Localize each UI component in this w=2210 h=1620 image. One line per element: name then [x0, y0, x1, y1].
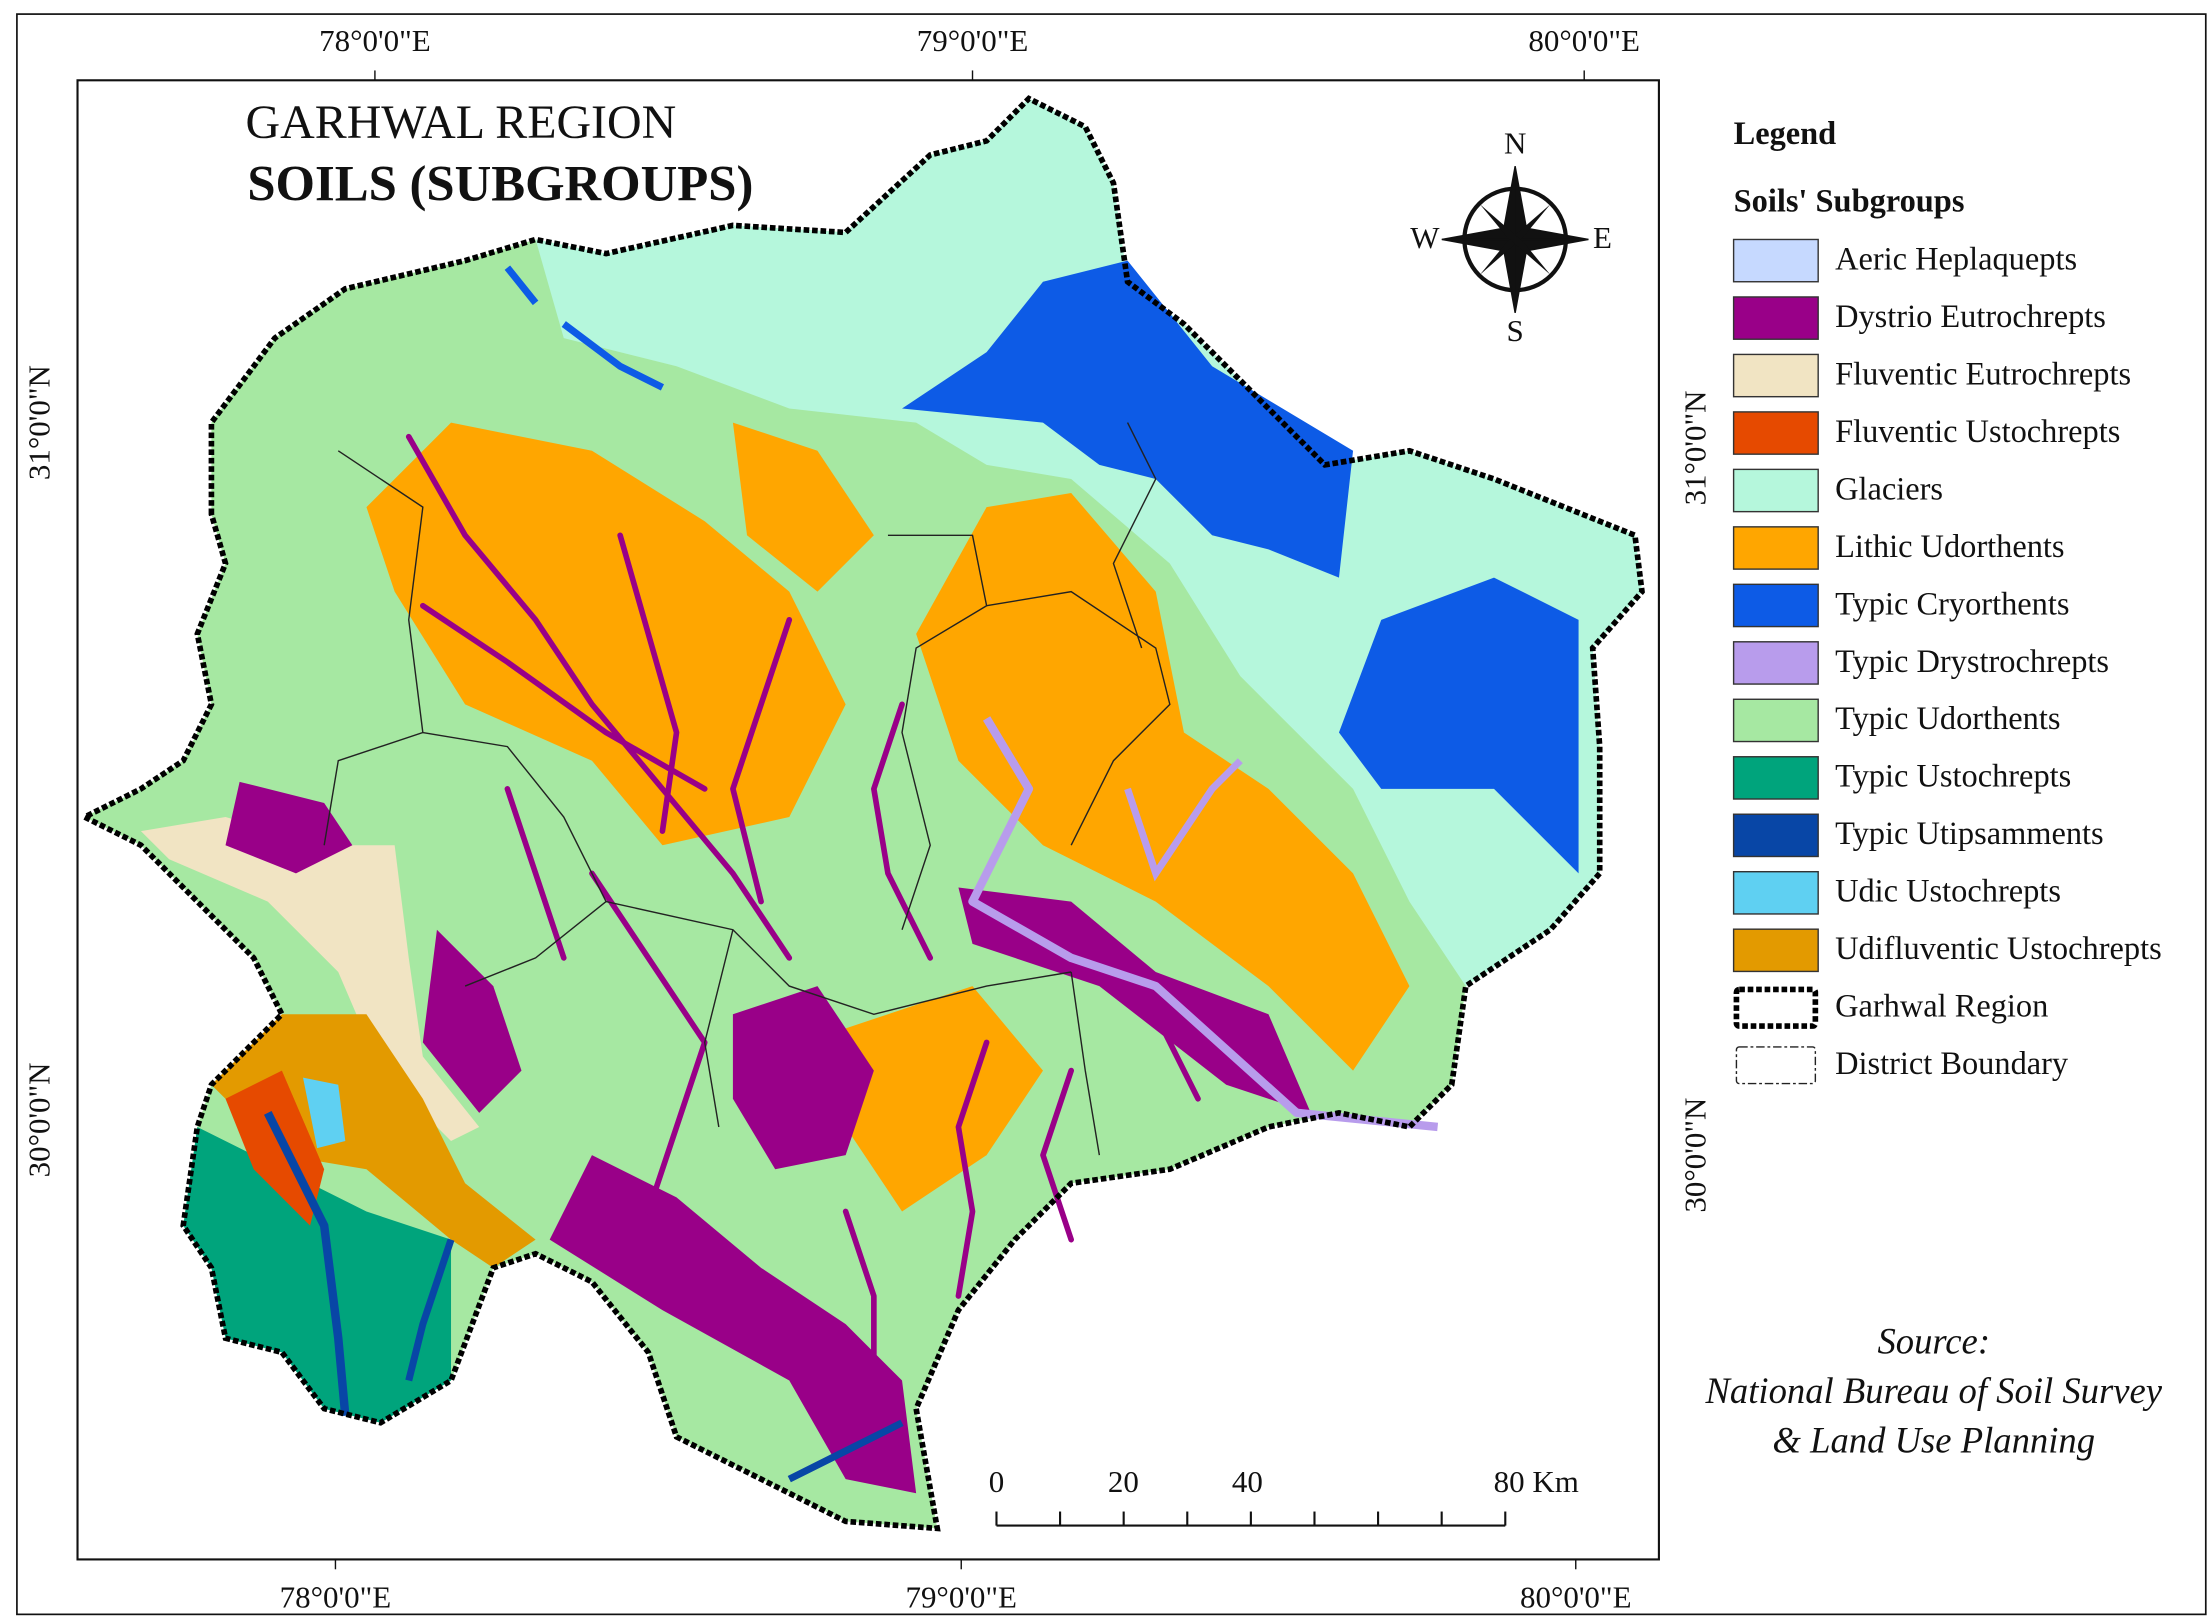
cryorthents-strip	[504, 265, 539, 306]
legend-label: Typic Udorthents	[1835, 701, 2060, 737]
udorthents-lithic-zone	[732, 422, 874, 592]
legend-label: Typic Cryorthents	[1835, 586, 2069, 622]
legend-swatch	[1732, 870, 1819, 915]
scale-bar: 0 20 40 80 Km	[989, 1464, 1579, 1527]
drystrochrepts-strip	[968, 716, 1439, 1132]
legend-swatch	[1732, 756, 1819, 800]
dystrio-zone	[732, 986, 874, 1170]
legend-label: Glaciers	[1835, 471, 1943, 507]
legend-label: Aeric Heplaquepts	[1835, 241, 2077, 277]
latitude-label: 30°0'0"N	[21, 1062, 56, 1177]
fluventic-ustochrepts-zone	[225, 1070, 325, 1226]
longitude-label: 78°0'0"E	[319, 23, 431, 58]
legend-label: Udic Ustochrepts	[1835, 874, 2061, 910]
longitude-label: 78°0'0"E	[280, 1579, 392, 1614]
udic-zone	[303, 1077, 346, 1149]
longitude-label: 79°0'0"E	[917, 23, 1029, 58]
udorthents-lithic-zone	[845, 986, 1043, 1212]
utipsamments-strip	[264, 1110, 350, 1417]
legend-swatch	[1735, 1046, 1817, 1085]
compass-e: E	[1593, 220, 1612, 255]
legend-title: Legend	[1734, 116, 1837, 152]
legend-label: Garhwal Region	[1835, 989, 2048, 1025]
drystrochrepts-strip	[1124, 758, 1243, 882]
udorthents-lithic-zone	[366, 422, 846, 846]
cryorthents-zone	[1338, 577, 1579, 874]
scale-label: 20	[1108, 1464, 1139, 1499]
legend-label: District Boundary	[1835, 1046, 2069, 1082]
district-boundaries	[323, 422, 1171, 1156]
map-subtitle: SOILS (SUBGROUPS)	[247, 155, 753, 211]
source-text: & Land Use Planning	[1772, 1419, 2095, 1460]
legend-swatch	[1732, 698, 1819, 743]
region-boundary	[78, 95, 1645, 1532]
source-text: Source:	[1877, 1321, 1990, 1362]
legend-label: Fluventic Eutrochrepts	[1835, 356, 2131, 392]
map-body	[78, 95, 1645, 1532]
latitude-label: 31°0'0"N	[1677, 390, 1712, 505]
latitude-label: 31°0'0"N	[21, 365, 56, 480]
compass-s: S	[1507, 313, 1524, 348]
legend-swatch	[1733, 986, 1819, 1029]
scale-label: 80 Km	[1494, 1464, 1579, 1499]
longitude-label: 80°0'0"E	[1528, 23, 1640, 58]
legend-label: Typic Ustochrepts	[1835, 759, 2071, 795]
udorthents-lithic-zone	[916, 493, 1410, 1071]
legend-subtitle: Soils' Subgroups	[1734, 184, 1965, 220]
legend-swatch	[1732, 928, 1819, 973]
cryorthents-strip	[561, 321, 665, 391]
dystrio-zone	[549, 1155, 917, 1494]
legend-swatch	[1732, 238, 1819, 283]
legend-label: Lithic Udorthents	[1835, 529, 2064, 565]
legend-swatch	[1732, 411, 1819, 455]
legend-swatch	[1732, 296, 1819, 340]
compass-diagonal	[1479, 204, 1551, 275]
legend-label: Typic Utipsamments	[1835, 816, 2104, 852]
compass-n: N	[1504, 126, 1526, 161]
legend-swatch	[1732, 353, 1819, 398]
ustochrepts-zone	[183, 1126, 452, 1423]
udifluventic-zone	[211, 1014, 536, 1268]
compass: N S W E	[1410, 126, 1612, 348]
scale-label: 40	[1232, 1464, 1263, 1499]
scale-label: 0	[989, 1464, 1005, 1499]
source-text: National Bureau of Soil Survey	[1704, 1370, 2162, 1411]
legend-swatch	[1732, 526, 1819, 570]
legend-swatch	[1732, 641, 1819, 685]
utipsamments-strip	[405, 1238, 455, 1382]
compass-w: W	[1410, 220, 1440, 255]
cryorthents-zone	[902, 260, 1354, 578]
dystrio-zone	[225, 781, 353, 874]
legend-label: Typic Drystrochrepts	[1835, 644, 2109, 680]
longitude-label: 80°0'0"E	[1520, 1579, 1632, 1614]
compass-star-light	[1441, 166, 1589, 313]
utipsamments-strip	[787, 1419, 904, 1483]
legend-swatch	[1732, 583, 1819, 628]
legend-label: Fluventic Ustochrepts	[1835, 414, 2120, 450]
longitude-label: 79°0'0"E	[905, 1579, 1017, 1614]
legend-label: Udifluventic Ustochrepts	[1835, 931, 2162, 967]
dystrio-zone	[422, 929, 522, 1113]
latitude-label: 30°0'0"N	[1677, 1098, 1712, 1213]
legend-label: Dystrio Eutrochrepts	[1835, 299, 2106, 335]
map-title: GARHWAL REGION	[246, 96, 677, 149]
legend-swatch	[1732, 813, 1819, 858]
legend-swatch	[1732, 468, 1819, 513]
